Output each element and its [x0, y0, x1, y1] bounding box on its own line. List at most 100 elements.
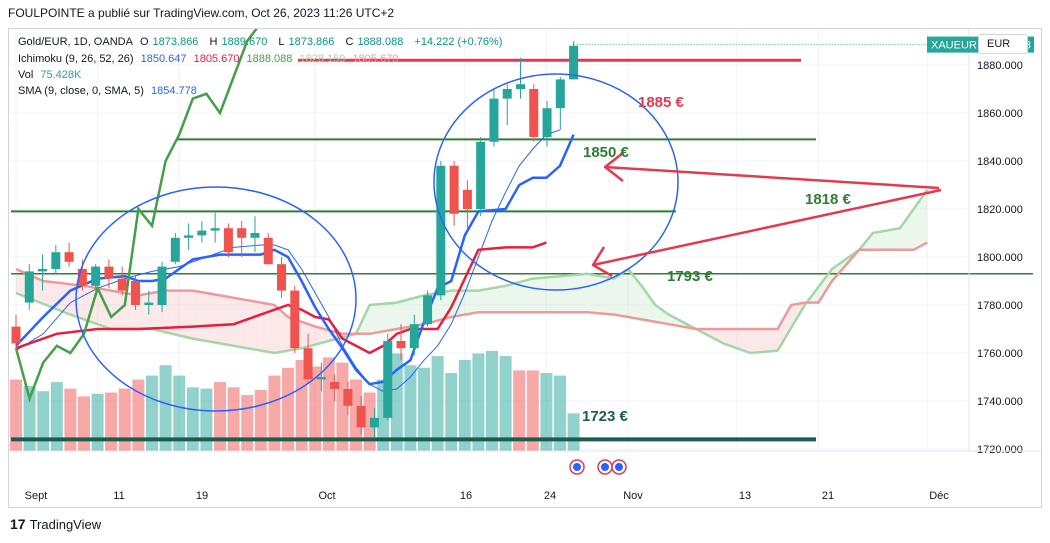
- cloud-segment: [566, 275, 574, 313]
- cloud-segment: [498, 285, 506, 313]
- volume-bar: [363, 392, 376, 451]
- candle-body: [489, 98, 499, 142]
- price-annotation: 1793 €: [667, 268, 714, 285]
- candle-body: [104, 266, 114, 279]
- cloud-segment: [383, 303, 390, 332]
- cloud-segment: [301, 321, 309, 349]
- price-annotation: 1850 €: [583, 144, 630, 161]
- price-change: +14.222 (+0.76%): [414, 36, 503, 48]
- volume-bar: [499, 356, 512, 451]
- volume-bar: [173, 375, 186, 451]
- symbol-tag: [927, 36, 981, 53]
- cloud-segment: [573, 274, 581, 313]
- cloud-segment: [362, 305, 370, 334]
- cloud-segment: [560, 275, 567, 313]
- cloud-segment: [893, 228, 900, 250]
- time-tick-label: Nov: [623, 490, 643, 502]
- volume-bar: [513, 370, 526, 451]
- cloud-segment: [240, 299, 248, 349]
- cloud-segment: [471, 290, 479, 314]
- cloud-segment: [369, 304, 377, 334]
- cloud-segment: [594, 275, 601, 314]
- cloud-segment: [417, 295, 424, 326]
- cloud-segment: [308, 324, 316, 347]
- cloud-segment: [152, 291, 159, 331]
- event-marker-icon: [615, 463, 623, 471]
- candle-body: [11, 326, 21, 344]
- cloud-segment: [254, 301, 261, 351]
- sma-line: [15, 129, 561, 392]
- volume-bar: [526, 370, 539, 451]
- chikou-value: 1888.088: [246, 53, 293, 65]
- cloud-segment: [172, 290, 180, 336]
- price-annotation: 1723 €: [582, 408, 629, 425]
- cloud-segment: [736, 329, 744, 351]
- volume-bar: [146, 375, 158, 451]
- candle-body: [569, 45, 579, 80]
- candle-body: [91, 266, 101, 286]
- span-b-value: 1805.670: [352, 53, 399, 65]
- publisher-header: FOULPOINTE a publié sur TradingView.com,…: [8, 6, 395, 20]
- candle-body: [330, 381, 340, 389]
- cloud-segment: [526, 278, 533, 313]
- cloud-segment: [872, 231, 880, 250]
- volume-bar: [418, 367, 430, 451]
- volume-bar: [200, 388, 213, 451]
- cloud-segment: [587, 273, 594, 313]
- cloud-segment: [634, 277, 642, 320]
- cloud-segment: [600, 276, 608, 314]
- time-tick-label: 11: [113, 490, 124, 502]
- candle-body: [170, 237, 180, 262]
- volume-bar: [132, 379, 145, 451]
- ohlc-close: C 1888.088: [345, 36, 404, 48]
- volume-bar: [64, 388, 77, 451]
- candle-body: [409, 324, 419, 349]
- volume-bar: [37, 391, 50, 451]
- volume-bar: [295, 360, 308, 451]
- cloud-segment: [879, 230, 887, 250]
- volume-bar: [472, 353, 485, 451]
- chikou-line: [14, 29, 258, 403]
- cloud-segment: [56, 282, 64, 312]
- cloud-segment: [866, 233, 873, 250]
- price-tick-label: 1800.000: [977, 252, 1023, 264]
- volume-bar: [336, 362, 349, 451]
- cloud-segment: [492, 287, 499, 313]
- cloud-segment: [580, 273, 588, 313]
- cloud-segment: [315, 326, 322, 345]
- cloud-segment: [36, 278, 44, 304]
- cloud-segment: [274, 305, 282, 353]
- price-annotation: 1885 €: [638, 94, 685, 111]
- currency-selector[interactable]: EUR: [978, 34, 1028, 54]
- cloud-segment: [757, 329, 764, 353]
- volume-bar: [227, 387, 240, 451]
- chart-frame: 1885 € 1850 € 1818 € 1793 € 1723 € 1880.000 1…: [8, 28, 1042, 508]
- cloud-segment: [505, 284, 513, 313]
- cloud-segment: [743, 329, 751, 353]
- time-tick-label: Sept: [25, 490, 48, 502]
- sma-value: 1854.778: [151, 85, 197, 97]
- cloud-segment: [77, 285, 84, 320]
- candle-body: [515, 84, 525, 89]
- volume-bar: [241, 395, 254, 451]
- cloud-segment: [621, 269, 628, 317]
- volume-bar: [23, 386, 36, 451]
- price-chart[interactable]: 1885 € 1850 € 1818 € 1793 € 1723 € 1880.000 1…: [9, 29, 1041, 507]
- volume-bar: [50, 382, 63, 451]
- volume-bar: [254, 389, 267, 451]
- candle-body: [396, 341, 406, 349]
- candle-body: [542, 108, 552, 137]
- candle-body: [277, 264, 287, 291]
- volume-bar: [282, 367, 294, 451]
- tradingview-logo-icon: 17: [10, 516, 26, 532]
- sma-legend-row: SMA (9, close, 0, SMA, 5) 1854.778: [18, 85, 201, 97]
- cloud-segment: [206, 293, 214, 343]
- cloud-segment: [825, 269, 832, 292]
- cloud-segment: [777, 317, 785, 351]
- volume-bar: [10, 379, 22, 451]
- symbol-name: Gold/EUR, 1D, OANDA: [18, 36, 133, 48]
- volume-bar: [445, 373, 458, 451]
- cloud-segment: [50, 281, 57, 310]
- volume-value: 75.428K: [40, 69, 82, 81]
- cloud-segment: [376, 303, 384, 333]
